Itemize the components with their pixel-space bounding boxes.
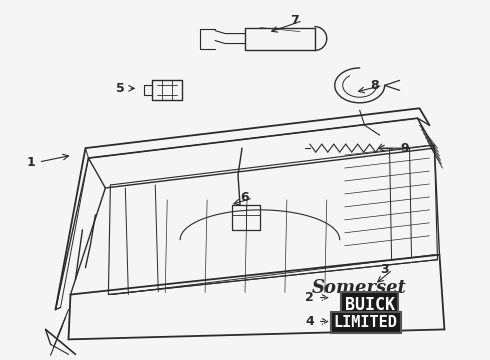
Text: 7: 7 — [291, 14, 299, 27]
Text: 1: 1 — [26, 156, 35, 168]
Text: 4: 4 — [305, 315, 314, 328]
Text: LIMITED: LIMITED — [334, 315, 397, 330]
Text: 3: 3 — [380, 263, 389, 276]
Text: BUICK: BUICK — [344, 296, 394, 314]
Text: Somerset: Somerset — [312, 279, 407, 297]
Text: 6: 6 — [241, 192, 249, 204]
Text: 8: 8 — [370, 79, 379, 92]
Text: 9: 9 — [400, 141, 409, 155]
Text: 5: 5 — [116, 82, 125, 95]
Text: 2: 2 — [305, 291, 314, 304]
